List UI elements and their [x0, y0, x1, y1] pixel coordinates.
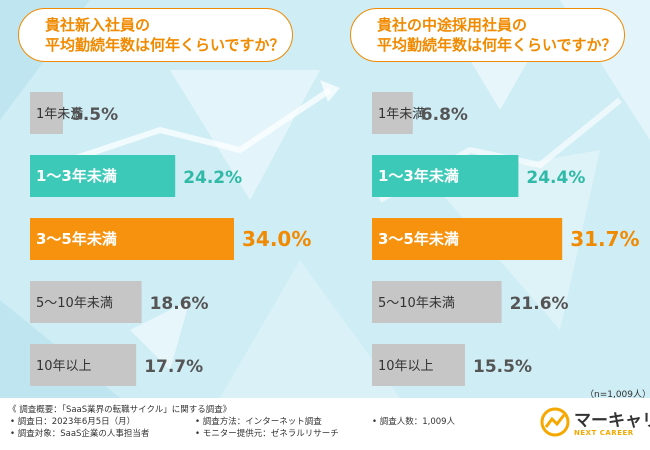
bar-new-grad-4: [30, 344, 137, 386]
value-label: 24.2%: [183, 168, 242, 188]
category-label: 3〜5年未満: [378, 230, 459, 248]
brand-logo: マーキャリ NEXT CAREER: [540, 404, 650, 444]
category-label: 1年未満: [36, 107, 83, 122]
category-label: 5〜10年未満: [36, 296, 113, 311]
bar-mid-career-3: [372, 281, 502, 323]
question-right-line2: 平均勤続年数は何年くらいですか？: [377, 36, 617, 54]
category-label: 10年以上: [36, 359, 92, 374]
bar-mid-career-2: [372, 218, 563, 260]
survey-count: • 調査人数：1,009人: [372, 417, 456, 427]
value-label: 15.5%: [473, 357, 532, 377]
survey-provider: • モニター提供元：ゼネラルリサーチ: [195, 429, 339, 439]
question-left: 貴社新入社員の 平均勤続年数は何年くらいですか？: [18, 8, 293, 62]
bar-mid-career-1: [372, 155, 519, 197]
survey-method: • 調査方法：インターネット調査: [195, 417, 322, 427]
value-label: 31.7%: [570, 227, 639, 251]
bar-new-grad-0: [30, 92, 63, 134]
value-label: 24.4%: [526, 168, 585, 188]
value-label: 34.0%: [242, 227, 311, 251]
bar-mid-career-4: [372, 344, 465, 386]
value-label: 5.5%: [71, 105, 118, 125]
category-label: 5〜10年未満: [378, 296, 455, 311]
question-left-line1: 貴社新入社員の: [45, 16, 151, 34]
value-label: 17.7%: [144, 357, 203, 377]
survey-target: • 調査対象：SaaS企業の人事担当者: [10, 429, 150, 439]
logo-mark-icon: [540, 407, 570, 437]
value-label: 6.8%: [421, 105, 468, 125]
question-left-line2: 平均勤続年数は何年くらいですか？: [45, 36, 285, 54]
question-right-line1: 貴社の中途採用社員の: [377, 16, 528, 34]
category-label: 1〜3年未満: [36, 167, 117, 185]
survey-title: 《 調査概要：「SaaS業界の転職サイクル」に関する調査》: [8, 405, 232, 415]
category-label: 1年未満: [378, 107, 425, 122]
logo-name: マーキャリ: [574, 411, 650, 431]
bar-new-grad-1: [30, 155, 176, 197]
category-label: 3〜5年未満: [36, 230, 117, 248]
sample-size: （n=1,009人）: [585, 390, 650, 400]
logo-sub: NEXT CAREER: [574, 429, 634, 437]
bar-mid-career-0: [372, 92, 413, 134]
bar-new-grad-3: [30, 281, 142, 323]
question-right: 貴社の中途採用社員の 平均勤続年数は何年くらいですか？: [350, 8, 625, 62]
value-label: 18.6%: [150, 294, 209, 314]
survey-date: • 調査日：2023年6月5日（月）: [10, 417, 136, 427]
value-label: 21.6%: [510, 294, 569, 314]
category-label: 10年以上: [378, 359, 434, 374]
bar-new-grad-2: [30, 218, 234, 260]
category-label: 1〜3年未満: [378, 167, 459, 185]
